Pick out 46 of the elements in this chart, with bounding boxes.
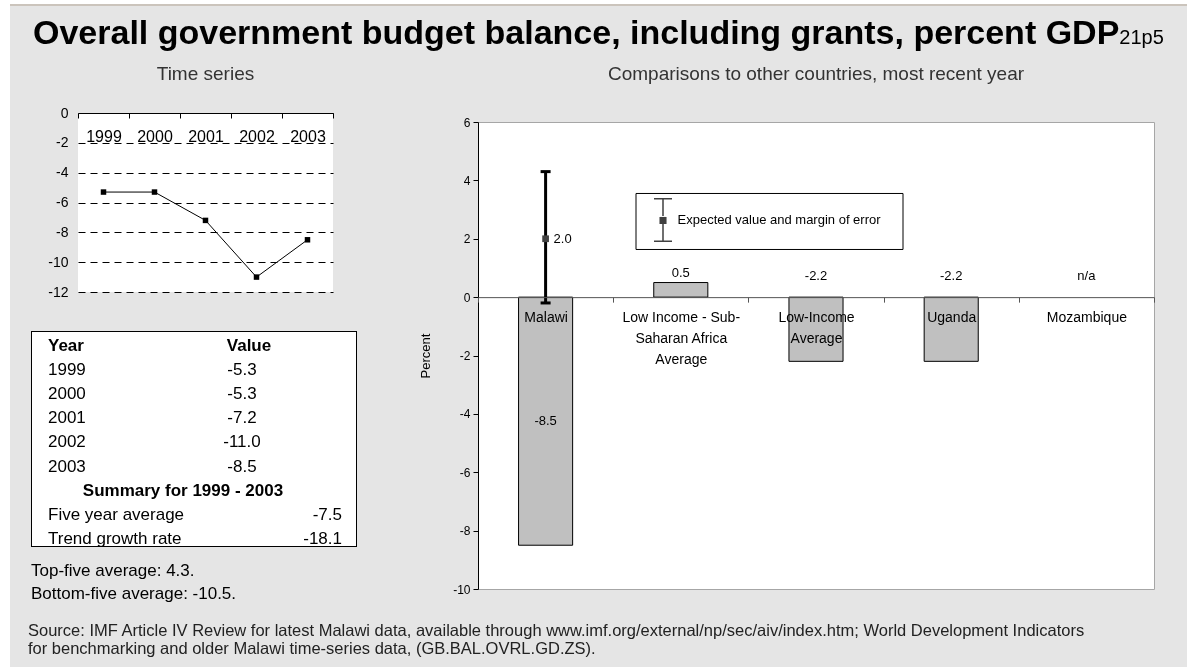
y-tick-label: -6	[56, 194, 69, 210]
y-tick-label: 4	[463, 173, 471, 188]
y-tick-label: -8	[56, 223, 69, 240]
data-label: -2.2	[940, 268, 963, 284]
x-tick-label: Mozambique	[1046, 308, 1128, 325]
y-tick-label: -10	[453, 582, 471, 597]
x-tick-label: 2002	[239, 127, 275, 145]
y-tick-label: -6	[459, 465, 471, 480]
data-label: -8.5	[534, 413, 557, 429]
text: 21p5	[1119, 26, 1164, 49]
y-tick-label: 0	[60, 104, 69, 121]
x-tick-label: 2001	[188, 127, 224, 145]
text: Bottom-five average: -10.5.	[31, 584, 237, 604]
y-axis-title: Percent	[418, 333, 434, 379]
point	[100, 189, 107, 195]
source-note: Source: IMF Article IV Review for latest Malawi data, available through www.imf.org/external/np/sec/aiv/index.htm; World Development Indicators for benchmarking and older Malawi time-series data, (GB.BAL.OVRL.GD.ZS).	[28, 621, 1086, 657]
text: Overall government budget balance, including grants, percent GDP	[33, 13, 1120, 52]
data-label: -2.2	[804, 268, 828, 284]
point	[253, 274, 260, 280]
y-tick-label: -4	[459, 407, 471, 422]
x-tick-label: Low Income - Sub-Saharan Africa Average	[622, 308, 741, 367]
x-tick-label: 1999	[86, 127, 122, 145]
x-tick-label: 2000	[137, 127, 173, 145]
x-tick-label: Uganda	[927, 308, 977, 325]
point	[151, 189, 158, 195]
y-tick-label: -2	[459, 349, 471, 363]
y-tick-label: -2	[56, 134, 69, 151]
x-tick-label: Low-Income Average	[778, 308, 855, 346]
x-tick-label: Malawi	[524, 308, 568, 325]
y-tick-label: 0	[463, 290, 471, 305]
y-tick-label: -8	[459, 524, 471, 539]
table-frame: Year Value 1999 -5.3 2000 -5.3 2001 -7.2 2002 -11.0 2003 -8.5 Summary for 1999 - 2003 Five year average -7.5 Trend growth rate -18.1	[31, 331, 357, 547]
y-tick-label: -10	[48, 253, 69, 270]
point	[304, 237, 311, 243]
chart-subtitle: Time series	[155, 63, 256, 85]
x-tick-label: 2003	[290, 127, 326, 145]
text: Top-five average: 4.3.	[31, 561, 195, 581]
text: n/a	[1077, 268, 1096, 284]
y-tick-label: 2	[463, 232, 471, 247]
y-tick-label: -12	[48, 283, 69, 300]
data-label: 2.0	[553, 230, 572, 246]
legend-label: Expected value and margin of error	[677, 212, 882, 228]
y-tick-label: 6	[463, 115, 471, 130]
data-label: 0.5	[671, 264, 690, 280]
y-tick-label: -4	[56, 164, 69, 181]
chart-title: Comparisons to other countries, most recent year	[606, 63, 1026, 85]
